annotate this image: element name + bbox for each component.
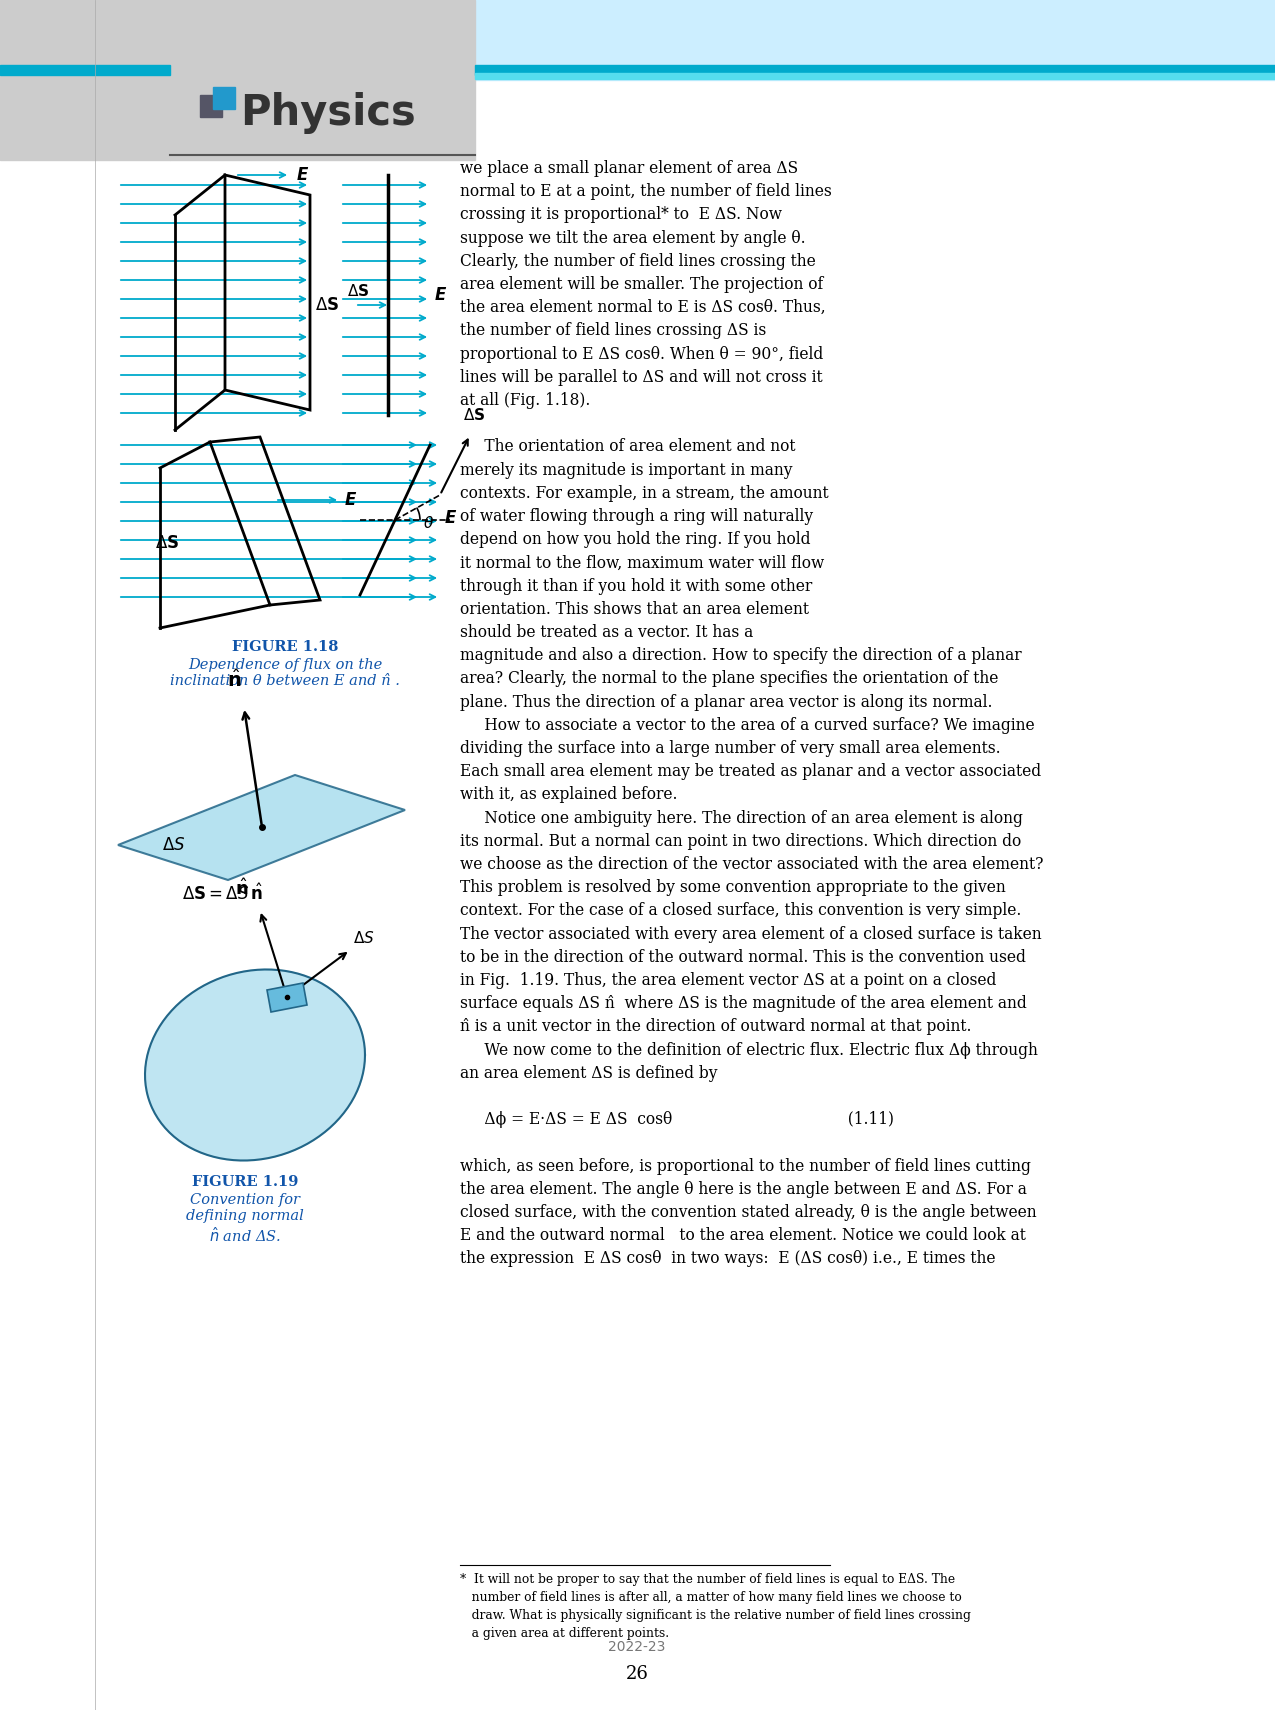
Text: FIGURE 1.19: FIGURE 1.19: [191, 1175, 298, 1188]
Text: $\Delta S$: $\Delta S$: [162, 836, 185, 853]
Text: to be in the direction of the outward normal. This is the convention used: to be in the direction of the outward no…: [460, 949, 1026, 966]
Text: with it, as explained before.: with it, as explained before.: [460, 787, 677, 804]
Text: E: E: [445, 510, 456, 527]
Text: its normal. But a normal can point in two directions. Which direction do: its normal. But a normal can point in tw…: [460, 833, 1021, 850]
Bar: [0, 65, 170, 75]
Text: $\Delta\mathbf{S}$: $\Delta\mathbf{S}$: [463, 407, 486, 422]
Text: Convention for
defining normal
$\hat{n}$ and ΔS.: Convention for defining normal $\hat{n}$…: [186, 1194, 303, 1245]
Text: we choose as the direction of the vector associated with the area element?: we choose as the direction of the vector…: [460, 857, 1043, 874]
Text: depend on how you hold the ring. If you hold: depend on how you hold the ring. If you …: [460, 532, 811, 549]
Bar: [200, 96, 222, 116]
Text: lines will be parallel to ΔS and will not cross it: lines will be parallel to ΔS and will no…: [460, 369, 822, 386]
Text: This problem is resolved by some convention appropriate to the given: This problem is resolved by some convent…: [460, 879, 1006, 896]
Text: dividing the surface into a large number of very small area elements.: dividing the surface into a large number…: [460, 740, 1001, 758]
Polygon shape: [266, 983, 307, 1012]
Bar: [0, 0, 170, 161]
Text: the area element. The angle θ here is the angle between E and ΔS. For a: the area element. The angle θ here is th…: [460, 1182, 1026, 1197]
Text: the area element normal to E is ΔS cosθ. Thus,: the area element normal to E is ΔS cosθ.…: [460, 299, 826, 316]
Text: context. For the case of a closed surface, this convention is very simple.: context. For the case of a closed surfac…: [460, 903, 1021, 920]
Text: $\theta$: $\theta$: [423, 515, 434, 532]
Text: The orientation of area element and not: The orientation of area element and not: [460, 438, 796, 455]
Text: in Fig.  1.19. Thus, the area element vector ΔS at a point on a closed: in Fig. 1.19. Thus, the area element vec…: [460, 971, 996, 988]
Text: closed surface, with the convention stated already, θ is the angle between: closed surface, with the convention stat…: [460, 1204, 1037, 1221]
Text: E: E: [297, 166, 309, 185]
Text: through it than if you hold it with some other: through it than if you hold it with some…: [460, 578, 812, 595]
Polygon shape: [119, 775, 405, 881]
Text: Physics: Physics: [240, 92, 416, 133]
Text: $\hat{\mathbf{n}}$: $\hat{\mathbf{n}}$: [235, 879, 249, 899]
Text: Δϕ = E·ΔS = E ΔS  cosθ                                    (1.11): Δϕ = E·ΔS = E ΔS cosθ (1.11): [460, 1112, 894, 1129]
Text: which, as seen before, is proportional to the number of field lines cutting: which, as seen before, is proportional t…: [460, 1158, 1031, 1175]
Text: $\hat{\mathbf{n}}$: $\hat{\mathbf{n}}$: [227, 669, 241, 691]
Text: Each small area element may be treated as planar and a vector associated: Each small area element may be treated a…: [460, 763, 1042, 780]
Text: suppose we tilt the area element by angle θ.: suppose we tilt the area element by angl…: [460, 229, 806, 246]
Text: normal to E at a point, the number of field lines: normal to E at a point, the number of fi…: [460, 183, 831, 200]
Text: 26: 26: [626, 1666, 649, 1683]
Text: the number of field lines crossing ΔS is: the number of field lines crossing ΔS is: [460, 323, 766, 339]
Text: $\Delta S$: $\Delta S$: [353, 930, 375, 946]
Bar: [476, 74, 1275, 79]
Text: $\Delta\mathbf{S} = \Delta S\,\hat{\mathbf{n}}$: $\Delta\mathbf{S} = \Delta S\,\hat{\math…: [182, 884, 263, 905]
Text: Dependence of flux on the
inclination θ between E and n̂ .: Dependence of flux on the inclination θ …: [170, 658, 400, 687]
Text: proportional to E ΔS cosθ. When θ = 90°, field: proportional to E ΔS cosθ. When θ = 90°,…: [460, 345, 824, 363]
Text: of water flowing through a ring will naturally: of water flowing through a ring will nat…: [460, 508, 813, 525]
Text: 2022-23: 2022-23: [608, 1640, 666, 1654]
Bar: [476, 65, 1275, 75]
Text: the expression  E ΔS cosθ  in two ways:  E (ΔS cosθ) i.e., E times the: the expression E ΔS cosθ in two ways: E …: [460, 1250, 996, 1267]
Text: plane. Thus the direction of a planar area vector is along its normal.: plane. Thus the direction of a planar ar…: [460, 694, 992, 711]
Polygon shape: [145, 970, 365, 1161]
Text: E: E: [346, 491, 357, 510]
Bar: [0, 0, 1275, 80]
Text: we place a small planar element of area ΔS: we place a small planar element of area …: [460, 161, 798, 178]
Text: magnitude and also a direction. How to specify the direction of a planar: magnitude and also a direction. How to s…: [460, 646, 1021, 663]
Text: contexts. For example, in a stream, the amount: contexts. For example, in a stream, the …: [460, 486, 829, 501]
Text: should be treated as a vector. It has a: should be treated as a vector. It has a: [460, 624, 754, 641]
Text: The vector associated with every area element of a closed surface is taken: The vector associated with every area el…: [460, 925, 1042, 942]
Text: a given area at different points.: a given area at different points.: [460, 1626, 669, 1640]
Text: merely its magnitude is important in many: merely its magnitude is important in man…: [460, 462, 793, 479]
Bar: [170, 0, 476, 161]
Text: Notice one ambiguity here. The direction of an area element is along: Notice one ambiguity here. The direction…: [460, 809, 1023, 826]
Text: it normal to the flow, maximum water will flow: it normal to the flow, maximum water wil…: [460, 554, 824, 571]
Text: orientation. This shows that an area element: orientation. This shows that an area ele…: [460, 600, 810, 617]
Text: number of field lines is after all, a matter of how many field lines we choose t: number of field lines is after all, a ma…: [460, 1590, 961, 1604]
Text: E and the outward normal   to the area element. Notice we could look at: E and the outward normal to the area ele…: [460, 1228, 1026, 1245]
Text: *  It will not be proper to say that the number of field lines is equal to EΔS. : * It will not be proper to say that the …: [460, 1573, 955, 1585]
Text: $\Delta\mathbf{S}$: $\Delta\mathbf{S}$: [315, 296, 339, 315]
Text: $\Delta\mathbf{S}$: $\Delta\mathbf{S}$: [156, 534, 180, 552]
Bar: [213, 87, 235, 109]
Text: Clearly, the number of field lines crossing the: Clearly, the number of field lines cross…: [460, 253, 816, 270]
Text: E: E: [435, 286, 446, 304]
Text: How to associate a vector to the area of a curved surface? We imagine: How to associate a vector to the area of…: [460, 716, 1034, 734]
Text: FIGURE 1.18: FIGURE 1.18: [232, 640, 338, 653]
Text: area? Clearly, the normal to the plane specifies the orientation of the: area? Clearly, the normal to the plane s…: [460, 670, 998, 687]
Text: an area element ΔS is defined by: an area element ΔS is defined by: [460, 1065, 718, 1082]
Text: $\Delta\mathbf{S}$: $\Delta\mathbf{S}$: [347, 282, 370, 299]
Text: surface equals ΔS n̂  where ΔS is the magnitude of the area element and: surface equals ΔS n̂ where ΔS is the mag…: [460, 995, 1026, 1012]
Text: n̂ is a unit vector in the direction of outward normal at that point.: n̂ is a unit vector in the direction of …: [460, 1019, 972, 1035]
Text: area element will be smaller. The projection of: area element will be smaller. The projec…: [460, 275, 824, 292]
Text: We now come to the definition of electric flux. Electric flux Δϕ through: We now come to the definition of electri…: [460, 1041, 1038, 1058]
Text: at all (Fig. 1.18).: at all (Fig. 1.18).: [460, 392, 590, 409]
Text: draw. What is physically significant is the relative number of field lines cross: draw. What is physically significant is …: [460, 1609, 970, 1623]
Text: crossing it is proportional* to  E ΔS. Now: crossing it is proportional* to E ΔS. No…: [460, 207, 782, 224]
